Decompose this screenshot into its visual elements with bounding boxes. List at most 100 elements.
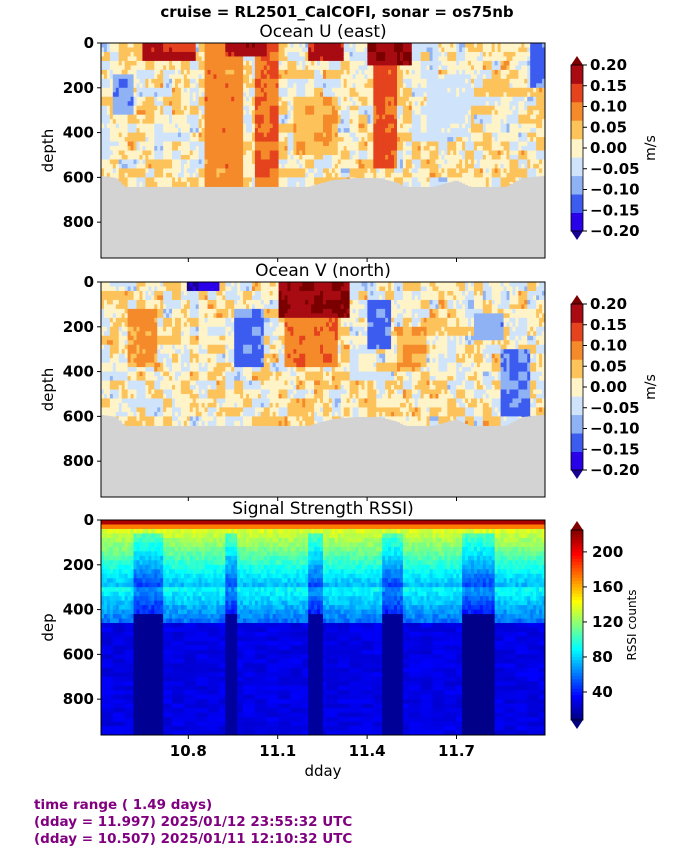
heatmap-cell (201, 168, 206, 174)
heatmap-cell (536, 43, 540, 49)
heatmap-cell (402, 101, 407, 107)
heatmap-cell (358, 87, 363, 93)
heatmap-cell (426, 83, 431, 89)
heatmap-cell (101, 335, 105, 341)
heatmap-cell (462, 154, 466, 161)
heatmap-cell (160, 177, 164, 183)
heatmap-cell (527, 105, 531, 111)
heatmap-cell (382, 78, 386, 84)
heatmap-cell (323, 168, 327, 174)
heatmap-cell (325, 177, 330, 182)
heatmap-cell (237, 137, 241, 143)
heatmap-cell (399, 83, 404, 89)
heatmap-cell (112, 56, 117, 62)
heatmap-cell (503, 123, 508, 129)
heatmap-cell (210, 74, 215, 80)
heatmap-cell (157, 96, 161, 102)
heatmap-cell (420, 87, 425, 93)
heatmap-cell (121, 83, 126, 89)
heatmap-cell (127, 65, 132, 71)
heatmap-cell (287, 137, 292, 143)
heatmap-cell (169, 56, 173, 62)
heatmap-cell (163, 146, 167, 152)
heatmap-cell (251, 43, 256, 49)
heatmap-cell (397, 43, 401, 49)
heatmap-cell (473, 150, 478, 156)
heatmap-cell (204, 101, 209, 107)
colorbar-segment (571, 138, 583, 158)
heatmap-cell (249, 51, 253, 58)
heatmap-cell (500, 163, 505, 170)
heatmap-cell (106, 340, 111, 346)
heatmap-cell (364, 83, 368, 89)
heatmap-cell (417, 60, 422, 66)
heatmap-cell (328, 172, 333, 178)
heatmap-cell (509, 65, 514, 71)
heatmap-cell (376, 43, 380, 49)
heatmap-cell (101, 389, 105, 395)
heatmap-cell (456, 47, 460, 53)
heatmap-cell (103, 304, 108, 310)
heatmap-cell (465, 83, 469, 89)
heatmap-cell (497, 146, 502, 152)
heatmap-cell (367, 43, 371, 49)
heatmap-cell (521, 51, 525, 58)
heatmap-cell (257, 146, 262, 152)
heatmap-cell (186, 96, 191, 102)
heatmap-cell (456, 74, 460, 80)
heatmap-cell (257, 154, 262, 161)
heatmap-cell (157, 47, 161, 53)
heatmap-cell (331, 105, 336, 111)
heatmap-cell (204, 132, 209, 138)
heatmap-cell (512, 123, 516, 129)
heatmap-cell (172, 181, 176, 187)
heatmap-cell (334, 159, 339, 165)
heatmap-cell (462, 78, 466, 84)
heatmap-cell (379, 74, 383, 80)
heatmap-cell (402, 132, 407, 138)
heatmap-cell (139, 51, 144, 58)
heatmap-cell (397, 141, 401, 147)
heatmap-cell (257, 119, 262, 125)
heatmap-cell (450, 78, 454, 84)
heatmap-cell (216, 132, 220, 138)
heatmap-cell (216, 92, 220, 98)
heatmap-cell (497, 172, 502, 178)
heatmap-cell (349, 69, 354, 75)
heatmap-cell (101, 304, 105, 310)
heatmap-cell (101, 83, 105, 89)
heatmap-cell (334, 43, 339, 49)
heatmap-cell (346, 123, 351, 129)
heatmap-cell (402, 92, 407, 98)
heatmap-cell (257, 69, 262, 75)
heatmap-cell (139, 110, 144, 116)
heatmap-cell (539, 78, 543, 84)
heatmap-cell (145, 47, 149, 53)
heatmap-cell (399, 92, 404, 98)
heatmap-cell (172, 83, 176, 89)
heatmap-cell (263, 83, 268, 89)
heatmap-cell (503, 163, 508, 170)
heatmap-cell (305, 159, 309, 165)
heatmap-cell (429, 69, 434, 75)
heatmap-cell (198, 154, 203, 161)
heatmap-cell (423, 159, 428, 165)
heatmap-cell (246, 132, 250, 138)
heatmap-cell (361, 78, 366, 84)
heatmap-cell (506, 105, 511, 111)
colorbar-segment (571, 65, 583, 84)
heatmap-cell (411, 132, 416, 138)
heatmap-cell (459, 105, 463, 111)
heatmap-cell (257, 172, 262, 178)
heatmap-cell (189, 119, 194, 125)
heatmap-cell (399, 181, 404, 185)
heatmap-cell (379, 83, 383, 89)
heatmap-cell (539, 172, 543, 177)
heatmap-cell (195, 150, 200, 156)
heatmap-cell (370, 87, 374, 93)
heatmap-cell (331, 119, 336, 125)
heatmap-cell (527, 150, 531, 156)
heatmap-cell (272, 51, 277, 58)
heatmap-cell (343, 128, 348, 134)
heatmap-cell (453, 92, 457, 98)
